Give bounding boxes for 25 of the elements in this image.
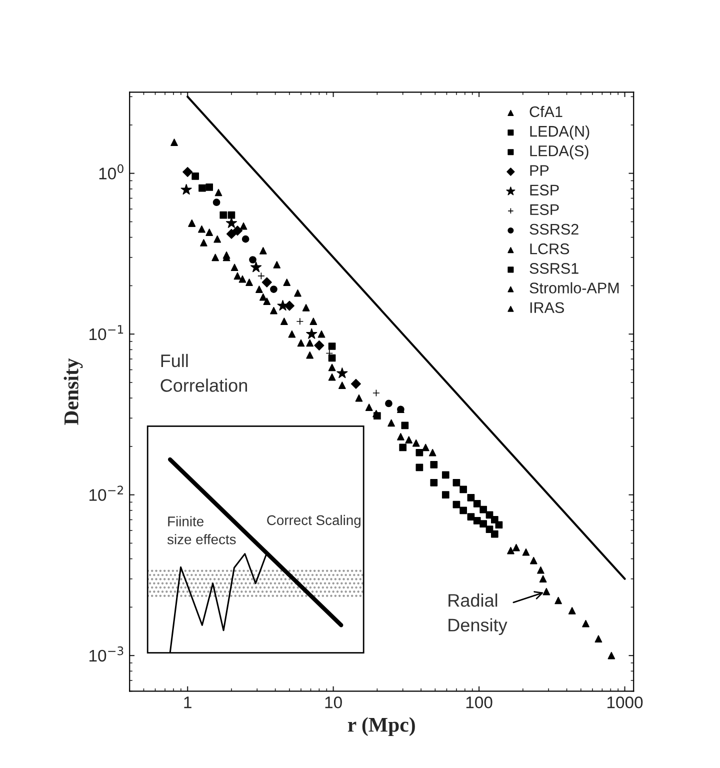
legend-label: LCRS: [530, 243, 570, 254]
legend-label: ESP: [530, 184, 559, 196]
x-tick-label: 100: [466, 696, 492, 708]
legend-label: LEDA(N): [530, 126, 590, 140]
annotation: Full Correlation: [160, 354, 247, 392]
legend-label: SSRS2: [530, 224, 578, 235]
legend-label: SSRS1: [530, 263, 578, 274]
legend-label: LEDA(S): [530, 145, 588, 160]
y-tick-label: 10$^{−1}$: [90, 325, 124, 340]
y-tick-label: 10$^{0}$: [99, 164, 124, 180]
x-tick-label: 1: [184, 696, 192, 708]
x-tick-label: 1000: [607, 696, 643, 708]
y-axis-title: Density: [64, 358, 83, 425]
y-tick-label: 10$^{−2}$: [90, 486, 123, 501]
annotation: Radial Density: [448, 594, 508, 636]
legend-label: IRAS: [530, 302, 564, 314]
legend-label: Stromlo-APM: [530, 282, 619, 294]
annotation: Correct Scaling: [267, 514, 360, 528]
legend-label: CfA1: [530, 106, 562, 118]
annotation: Fiinite size effects: [167, 516, 236, 544]
legend-label: ESP: [530, 204, 559, 216]
y-tick-label: 10$^{−3}$: [90, 646, 124, 662]
legend-label: PP: [530, 165, 549, 176]
x-tick-label: 10: [325, 696, 342, 708]
x-axis-title: r (Mpc): [348, 717, 415, 736]
